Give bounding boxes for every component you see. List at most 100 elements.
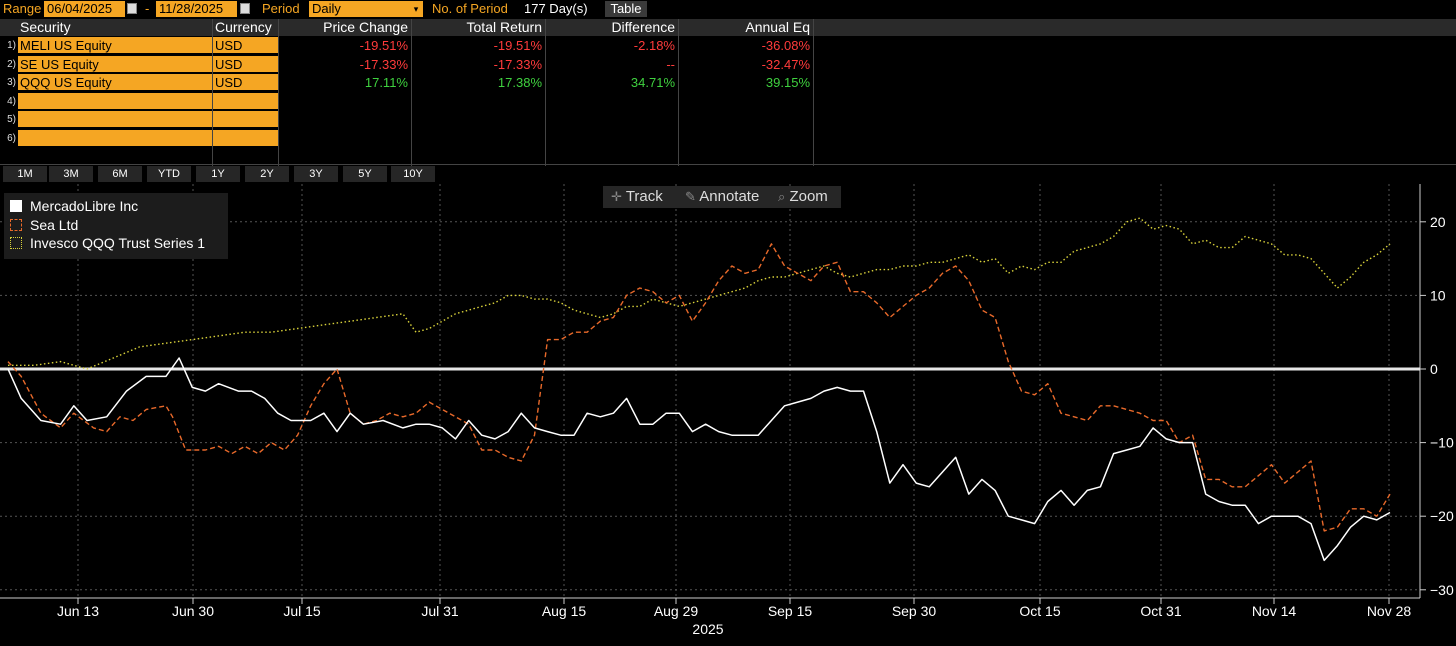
- annual-eq-cell: -32.47%: [761, 56, 810, 72]
- row-index: 6): [7, 132, 16, 144]
- col-divider: [813, 19, 814, 166]
- start-date-field[interactable]: 06/04/2025: [44, 1, 125, 17]
- zoom-tool[interactable]: ⌕ Zoom: [774, 186, 828, 208]
- range-dash: -: [145, 1, 150, 16]
- difference-cell: -2.18%: [633, 38, 675, 53]
- y-tick-label: −30: [1430, 582, 1454, 598]
- x-tick-label: Oct 15: [1019, 603, 1060, 619]
- period-label: Period: [262, 1, 300, 16]
- price-change-cell: 17.11%: [364, 75, 408, 90]
- x-tick-label: Aug 15: [542, 603, 587, 619]
- period-button-3m[interactable]: 3M: [49, 166, 93, 182]
- annual-eq-cell: 39.15%: [765, 75, 810, 90]
- magnifier-icon: ⌕: [778, 189, 786, 204]
- price-change-cell: -17.33%: [359, 56, 408, 72]
- security-field[interactable]: QQQ US Equity: [18, 74, 212, 91]
- series-line-sea-ltd: [7, 243, 1391, 532]
- x-tick-label: Sep 30: [892, 603, 937, 619]
- x-tick-label: Jun 13: [57, 603, 99, 619]
- x-tick-label: Jul 15: [283, 603, 321, 619]
- returns-table: Security Currency Price Change Total Ret…: [0, 19, 1456, 166]
- currency-field[interactable]: USD: [213, 37, 278, 54]
- x-tick-label: Nov 28: [1367, 603, 1412, 619]
- col-header-security[interactable]: Security: [20, 19, 210, 36]
- currency-field[interactable]: USD: [213, 74, 278, 91]
- col-header-price-change[interactable]: Price Change: [280, 19, 410, 36]
- period-button-ytd[interactable]: YTD: [147, 166, 191, 182]
- period-button-1y[interactable]: 1Y: [196, 166, 240, 182]
- chart-legend: MercadoLibre Inc Sea Ltd Invesco QQQ Tru…: [4, 193, 228, 259]
- period-button-3y[interactable]: 3Y: [294, 166, 338, 182]
- period-button-6m[interactable]: 6M: [98, 166, 142, 182]
- period-dropdown-icon[interactable]: ▾: [409, 1, 423, 17]
- difference-cell: 34.71%: [630, 75, 675, 90]
- chart-toolbar: ✛ Track ✎ Annotate ⌕ Zoom: [603, 186, 841, 208]
- annual-eq-cell: -36.08%: [761, 38, 810, 53]
- row-index: 2): [7, 58, 16, 70]
- legend-swatch-dashed: [10, 219, 22, 231]
- y-tick-label: −10: [1430, 435, 1454, 451]
- x-tick-label: Sep 15: [768, 603, 813, 619]
- currency-field[interactable]: [213, 92, 278, 110]
- period-button-5y[interactable]: 5Y: [343, 166, 387, 182]
- range-bar: Range 06/04/2025 - 11/28/2025 Period Dai…: [0, 0, 1456, 18]
- col-divider: [545, 19, 546, 166]
- y-tick-label: 0: [1430, 361, 1438, 377]
- col-divider: [678, 19, 679, 166]
- row-index: 5): [7, 114, 16, 125]
- period-button-2y[interactable]: 2Y: [245, 166, 289, 182]
- x-tick-label: Aug 29: [654, 603, 699, 619]
- col-header-total-return[interactable]: Total Return: [412, 19, 544, 36]
- table-bottom-border: [0, 164, 1456, 165]
- legend-label: MercadoLibre Inc: [30, 198, 139, 214]
- row-index: 1): [7, 40, 16, 51]
- period-select[interactable]: Daily: [309, 1, 409, 17]
- legend-label: Invesco QQQ Trust Series 1: [30, 235, 206, 251]
- security-field[interactable]: SE US Equity: [18, 55, 212, 73]
- table-button[interactable]: Table: [605, 1, 647, 17]
- track-label: Track: [625, 188, 663, 205]
- currency-field[interactable]: USD: [213, 55, 278, 73]
- col-header-annual-eq[interactable]: Annual Eq: [679, 19, 812, 36]
- total-return-cell: -17.33%: [493, 56, 542, 72]
- x-axis-title: 2025: [692, 621, 723, 637]
- annotate-tool[interactable]: ✎ Annotate: [681, 186, 759, 208]
- security-field[interactable]: [18, 129, 212, 147]
- total-return-cell: -19.51%: [493, 38, 542, 53]
- x-tick-label: Nov 14: [1252, 603, 1297, 619]
- period-button-10y[interactable]: 10Y: [391, 166, 435, 182]
- col-divider: [212, 19, 213, 166]
- col-divider: [411, 19, 412, 166]
- x-tick-label: Jun 30: [172, 603, 214, 619]
- legend-label: Sea Ltd: [30, 217, 79, 233]
- y-tick-label: 10: [1430, 287, 1446, 303]
- security-field[interactable]: [18, 92, 212, 110]
- col-header-difference[interactable]: Difference: [546, 19, 677, 36]
- col-header-currency[interactable]: Currency: [215, 19, 277, 36]
- end-calendar-icon[interactable]: [240, 3, 250, 14]
- y-tick-label: 20: [1430, 214, 1446, 230]
- legend-swatch-dotted: [10, 237, 22, 249]
- end-date-field[interactable]: 11/28/2025: [156, 1, 237, 17]
- currency-field[interactable]: [213, 111, 278, 128]
- row-index: 3): [7, 77, 16, 88]
- range-label: Range: [3, 1, 42, 16]
- num-period-value: 177 Day(s): [524, 1, 588, 16]
- legend-swatch-solid: [10, 200, 22, 212]
- period-button-1m[interactable]: 1M: [3, 166, 47, 182]
- start-calendar-icon[interactable]: [127, 3, 137, 14]
- col-divider: [278, 19, 279, 166]
- track-tool[interactable]: ✛ Track: [607, 186, 663, 208]
- difference-cell: --: [666, 56, 675, 72]
- x-tick-label: Oct 31: [1140, 603, 1181, 619]
- row-index: 4): [7, 95, 16, 107]
- price-change-cell: -19.51%: [359, 38, 408, 53]
- x-tick-label: Jul 31: [421, 603, 459, 619]
- security-field[interactable]: [18, 111, 212, 128]
- pencil-icon: ✎: [685, 189, 696, 204]
- security-field[interactable]: MELI US Equity: [18, 37, 212, 54]
- total-return-cell: 17.38%: [497, 75, 542, 90]
- annotate-label: Annotate: [699, 188, 760, 205]
- currency-field[interactable]: [213, 129, 278, 147]
